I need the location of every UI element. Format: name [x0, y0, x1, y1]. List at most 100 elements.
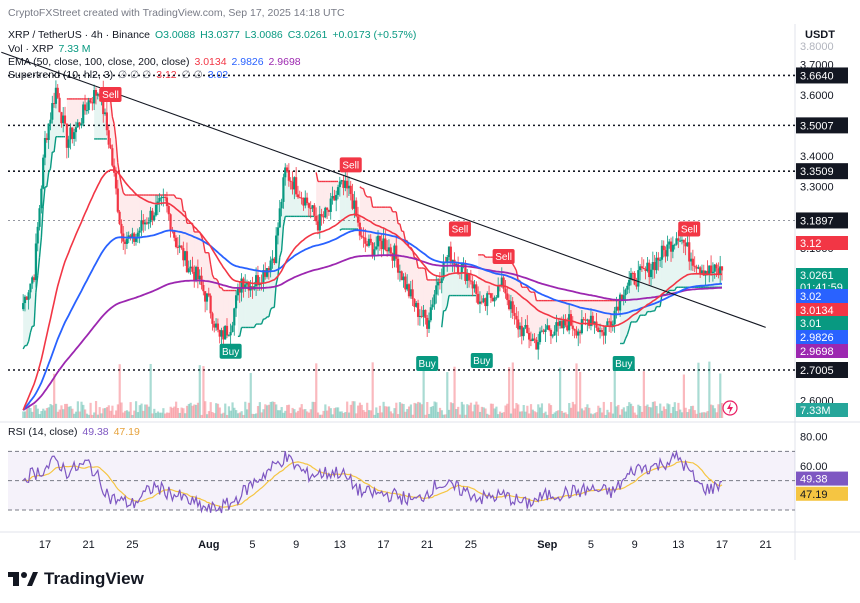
candle-body	[225, 325, 229, 336]
volume-bar	[504, 405, 507, 418]
candle-body	[715, 264, 718, 269]
supertrend-fill	[219, 287, 222, 337]
symbol-header: XRP / TetherUS · 4h · Binance O3.0088 H3…	[8, 29, 418, 41]
candle-body	[691, 258, 694, 266]
volume-bar	[182, 408, 185, 418]
volume-bar	[231, 402, 234, 418]
volume-bar	[187, 403, 190, 418]
volume-bar	[53, 373, 56, 418]
candle-body	[604, 325, 607, 336]
supertrend-fill	[469, 280, 471, 296]
candle-body	[615, 306, 618, 311]
candle-body	[40, 188, 43, 209]
candle-body	[442, 261, 445, 279]
volume-bar	[526, 405, 529, 418]
candle-body	[74, 127, 78, 133]
sell-signal-label: Sell	[102, 90, 119, 101]
volume-bar	[271, 401, 274, 418]
volume-bar	[497, 414, 500, 418]
volume-bar	[287, 404, 291, 418]
volume-bar	[247, 402, 251, 418]
candle-body	[489, 293, 492, 298]
time-tick-label: 17	[716, 539, 728, 551]
volume-bar	[553, 412, 556, 418]
volume-bar	[147, 406, 150, 418]
supertrend-fill	[325, 181, 328, 210]
supertrend-segment	[113, 123, 117, 140]
supertrend-fill	[665, 244, 668, 295]
candle-body	[320, 214, 323, 217]
candle-body	[198, 275, 201, 280]
candle-body	[265, 267, 269, 277]
candle-body	[60, 112, 63, 124]
event-lightning-icon	[722, 400, 738, 416]
candle-body	[686, 242, 689, 247]
volume-bar	[286, 405, 289, 418]
volume-bar	[659, 403, 662, 418]
volume-bar	[178, 412, 181, 418]
candle-body	[313, 205, 316, 216]
volume-bar	[47, 407, 50, 418]
supertrend-segment	[260, 318, 265, 325]
volume-header: Vol · XRP 7.33 M	[8, 43, 93, 55]
candle-body	[524, 324, 527, 328]
volume-bar	[573, 404, 576, 418]
candle-body	[244, 284, 247, 288]
volume-bar	[136, 412, 140, 418]
volume-bar	[582, 410, 585, 418]
volume-label: Vol · XRP	[8, 43, 54, 55]
volume-bar	[546, 414, 549, 418]
supertrend-fill	[449, 246, 451, 296]
volume-bar	[211, 412, 214, 418]
volume-bar	[45, 408, 49, 418]
supertrend-segment	[441, 310, 445, 328]
volume-bar	[65, 403, 69, 418]
candle-body	[284, 167, 287, 178]
supertrend-fill	[614, 300, 617, 311]
event-icon-ring	[722, 400, 738, 416]
time-tick-label: Sep	[537, 539, 557, 551]
candle-body	[89, 100, 92, 103]
currency-label[interactable]: USDT	[805, 29, 835, 41]
volume-bar	[409, 404, 412, 418]
supertrend-segment	[202, 242, 206, 253]
candle-body	[533, 338, 536, 340]
candle-body	[129, 235, 132, 238]
sell-signal-label: Sell	[452, 225, 469, 236]
supertrend-fill	[237, 287, 240, 337]
candle-body	[597, 327, 600, 333]
volume-bar	[464, 414, 467, 418]
candle-body	[158, 198, 161, 202]
volume-bar	[387, 406, 391, 418]
volume-bar	[229, 410, 232, 418]
supertrend-segment	[315, 172, 319, 182]
supertrend-fill	[321, 181, 324, 218]
supertrend-segment	[208, 252, 212, 265]
price-badge: 3.0134	[796, 303, 848, 317]
event-icon-bolt	[727, 402, 733, 414]
volume-bar	[417, 401, 420, 418]
supertrend-segment	[644, 311, 649, 316]
candle-body	[273, 258, 276, 263]
candle-body	[335, 194, 338, 201]
candle-body	[457, 264, 460, 273]
candle-body	[282, 177, 285, 202]
supertrend-fill	[135, 195, 138, 237]
volume-bar	[520, 411, 524, 418]
candle-body	[677, 238, 680, 241]
volume-bar	[522, 405, 525, 418]
volume-bar	[708, 361, 711, 418]
candle-body	[719, 266, 722, 274]
supertrend-fill	[691, 258, 693, 288]
candle-body	[535, 339, 538, 350]
volume-bar	[114, 410, 118, 418]
volume-bar	[498, 411, 502, 418]
ema50-value: 3.0134	[194, 56, 227, 68]
volume-bar	[477, 404, 480, 418]
volume-bar	[571, 401, 574, 418]
volume-bar	[660, 410, 664, 418]
candle-body	[527, 332, 531, 340]
volume-bar	[105, 407, 109, 418]
volume-bar	[240, 411, 243, 418]
